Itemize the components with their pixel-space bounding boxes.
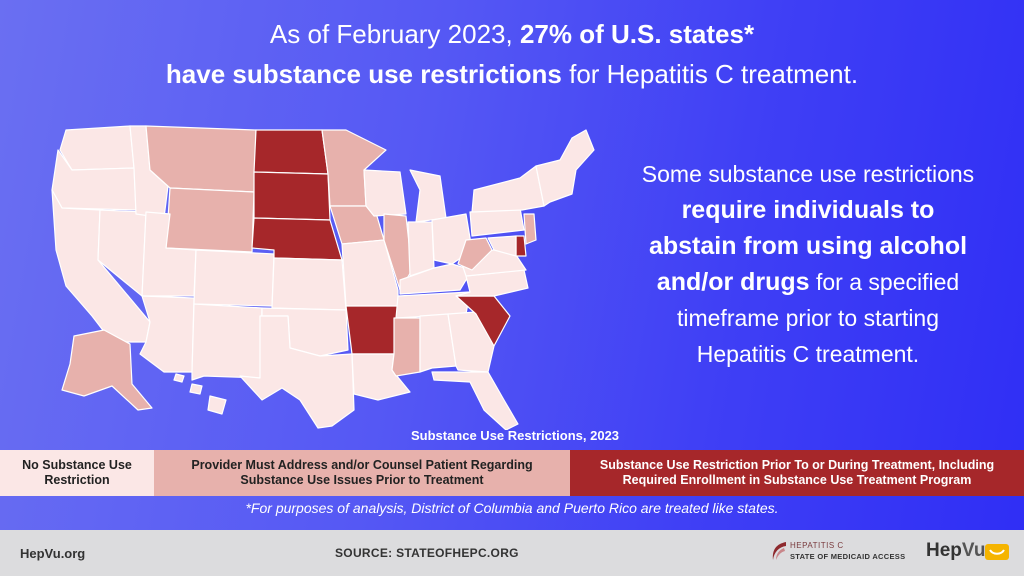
- state-south-dakota: [253, 171, 331, 221]
- state-florida: [431, 371, 519, 431]
- callout-line-3: abstain from using alcohol: [598, 228, 1018, 264]
- headline-line-1: As of February 2023, 27% of U.S. states*: [40, 14, 984, 54]
- state-kansas: [271, 257, 347, 311]
- legend-title: Substance Use Restrictions, 2023: [410, 428, 620, 443]
- state-mississippi: [391, 317, 421, 377]
- state-new-york: [471, 165, 545, 213]
- hepvu-word-vu: Vu: [961, 540, 986, 561]
- headline-pre: As of February 2023,: [269, 19, 513, 49]
- callout-bold-1: require individuals to: [681, 196, 935, 224]
- hepvu-word-hep: Hep: [926, 540, 962, 561]
- callout-text: Some substance use restrictions require …: [598, 156, 1018, 372]
- legend-item-provider-counsel: Provider Must Address and/or Counsel Pat…: [154, 450, 570, 496]
- us-map: [0, 110, 620, 431]
- state-michigan: [409, 169, 447, 223]
- state-wyoming: [165, 187, 255, 253]
- callout-bold-3: and/or drugs: [656, 268, 810, 296]
- state-colorado: [193, 249, 275, 307]
- state-wisconsin: [363, 169, 407, 217]
- headline-stat: 27% of U.S. states*: [519, 19, 755, 49]
- callout-bold-2: abstain from using alcohol: [648, 232, 968, 260]
- legend-item-substance-restriction: Substance Use Restriction Prior To or Du…: [570, 450, 1024, 496]
- state-of-hepc-logo: HEPATITIS C STATE OF MEDICAID ACCESS: [770, 538, 920, 568]
- state-delaware: [515, 235, 527, 257]
- us-map-svg: [51, 125, 595, 431]
- source-credit: SOURCE: STATEOFHEPC.ORG: [335, 546, 519, 560]
- headline-post: for Hepatitis C treatment.: [569, 59, 859, 89]
- callout-line-2: require individuals to: [598, 192, 1018, 228]
- site-link[interactable]: HepVu.org: [20, 546, 86, 561]
- headline-line-2: have substance use restrictions for Hepa…: [40, 54, 984, 94]
- state-new-jersey: [523, 213, 537, 245]
- headline-emphasis: have substance use restrictions: [165, 59, 562, 89]
- legend: No Substance Use Restriction Provider Mu…: [0, 450, 1024, 496]
- hepvu-wordmark: HepVu: [926, 540, 985, 561]
- callout-line-5: timeframe prior to starting: [676, 305, 940, 331]
- logo-line-1: HEPATITIS C: [790, 541, 844, 550]
- state-west-virginia: [457, 237, 493, 271]
- hepvu-badge-icon: [985, 544, 1009, 560]
- hepvu-logo: HepVu: [926, 540, 1009, 568]
- state-arizona: [139, 295, 195, 373]
- state-alabama: [419, 313, 457, 373]
- legend-item-no-restriction: No Substance Use Restriction: [0, 450, 154, 496]
- callout-line-4: and/or drugs for a specified: [598, 264, 1018, 300]
- headline: As of February 2023, 27% of U.S. states*…: [40, 14, 984, 94]
- footnote: *For purposes of analysis, District of C…: [245, 500, 779, 516]
- logo-line-2: STATE OF MEDICAID ACCESS: [790, 552, 906, 561]
- state-maryland: [487, 235, 517, 257]
- swoosh-icon: [772, 542, 786, 560]
- state-hawaii: [173, 373, 227, 415]
- state-arkansas: [345, 305, 399, 355]
- state-new-england: [535, 129, 595, 207]
- state-washington: [59, 125, 135, 171]
- state-indiana: [407, 221, 435, 277]
- callout-line-1: Some substance use restrictions: [641, 161, 975, 187]
- footer-bar: HepVu.org SOURCE: STATEOFHEPC.ORG HEPATI…: [0, 530, 1024, 576]
- callout-plain-2: for a specified: [815, 269, 960, 295]
- state-new-mexico: [191, 303, 263, 381]
- callout-line-6: Hepatitis C treatment.: [696, 341, 920, 367]
- state-north-dakota: [253, 129, 329, 175]
- state-texas: [239, 315, 355, 429]
- state-alaska: [61, 329, 153, 411]
